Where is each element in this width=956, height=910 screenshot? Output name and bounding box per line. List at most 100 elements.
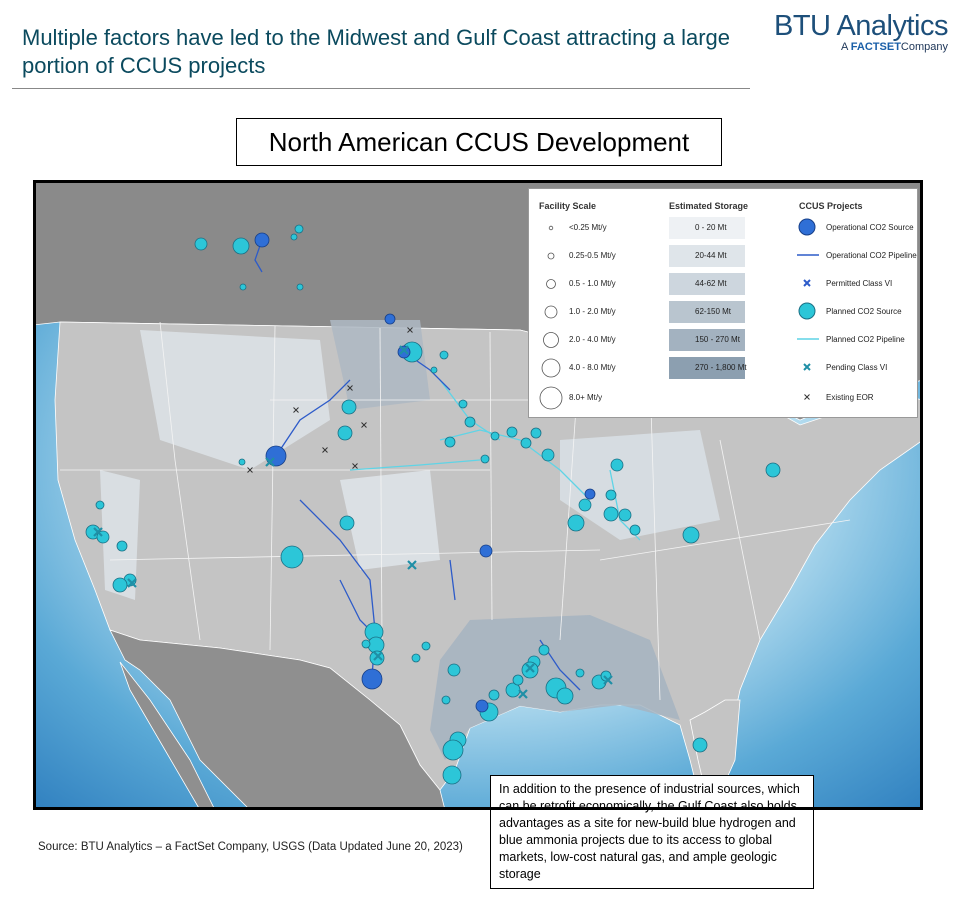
planned-source [578,498,592,512]
storage-area [140,330,330,470]
state-line [109,549,601,561]
storage-swatch [669,245,745,267]
legend-label: <0.25 Mt/y [569,223,607,232]
planned-source [339,515,355,531]
operational-source [475,699,489,713]
logo-sub: A FACTSETCompany [774,41,948,53]
pipeline [275,379,351,457]
operational-source [384,313,396,325]
planned-source [444,436,456,448]
storage-swatch [669,357,745,379]
storage-swatch [669,301,745,323]
logo-brand: FACTSET [850,41,901,53]
existing-eor [352,463,358,469]
legend-icon [803,363,811,371]
planned-source [439,350,449,360]
legend-label: 20-44 Mt [695,251,727,260]
planned-source [95,500,105,510]
pending-class-vi [407,560,417,570]
planned-source [341,399,357,415]
planned-source [765,462,781,478]
storage-area [560,430,720,540]
legend-label: 44-62 Mt [695,279,727,288]
planned-source [194,237,208,251]
state-line [719,439,761,641]
state-line [599,519,851,561]
legend-label: 8.0+ Mt/y [569,393,603,402]
legend-label: 62-150 Mt [695,307,732,316]
legend-label: Planned CO2 Source [826,307,902,316]
planned-source [575,668,585,678]
planned-source [521,661,539,679]
planned-source [488,689,500,701]
operational-source [254,232,270,248]
scale-icon [544,305,558,319]
state-line [269,325,276,651]
planned-source [367,636,385,654]
planned-source [506,426,518,438]
planned-source [442,765,462,785]
planned-source [430,366,438,374]
operational-source [397,345,411,359]
scale-icon [543,332,559,348]
legend-heading: Facility Scale [539,201,597,211]
pipeline [449,559,456,601]
existing-eor [347,385,353,391]
header-title: Multiple factors have led to the Midwest… [22,25,731,78]
state-line [489,331,493,621]
planned-source [480,454,490,464]
existing-eor [247,467,253,473]
legend-label: 0.5 - 1.0 Mt/y [569,279,616,288]
header-rule [12,88,750,89]
logo-prefix: A [841,41,848,53]
planned-source [603,506,619,522]
storage-swatch [669,329,745,351]
florida [689,699,741,799]
pending-class-vi [127,578,137,588]
planned-source [112,577,128,593]
operational-source [584,488,596,500]
scale-icon [539,386,563,410]
legend-label: Pending Class VI [826,363,888,372]
planned-source [512,674,524,686]
legend-label: Operational CO2 Pipeline [826,251,917,260]
legend: Facility Scale <0.25 Mt/y 0.25-0.5 Mt/y 0.5… [528,188,918,418]
planned-source [682,526,700,544]
pipeline [439,429,591,501]
pending-class-vi [373,651,383,661]
planned-source [337,425,353,441]
planned-source [538,644,550,656]
operational-source [361,668,383,690]
legend-label: Planned CO2 Pipeline [826,335,905,344]
planned-source [629,524,641,536]
planned-source [692,737,708,753]
existing-eor [293,407,299,413]
planned-source [238,458,246,466]
planned-source [421,641,431,651]
state-line [649,374,661,701]
map [33,180,923,810]
scale-icon [548,225,554,231]
existing-eor [322,447,328,453]
legend-icon [804,394,810,400]
pipeline [349,459,481,471]
planned-source [618,508,632,522]
state-line [159,321,201,641]
storage-swatch [669,273,745,295]
legend-label: 150 - 270 Mt [695,335,740,344]
legend-label: 2.0 - 4.0 Mt/y [569,335,616,344]
planned-source [441,695,451,705]
planned-source [610,458,624,472]
source: Source: BTU Analytics – a FactSet Compan… [38,841,463,853]
planned-source [458,399,468,409]
baja [119,661,216,810]
planned-source [296,283,304,291]
pending-class-vi [603,675,613,685]
logo-suffix: Company [900,41,948,53]
existing-eor [407,327,413,333]
planned-source [239,283,247,291]
legend-label: 4.0 - 8.0 Mt/y [569,363,616,372]
planned-source [556,687,574,705]
legend-icon [798,302,816,320]
